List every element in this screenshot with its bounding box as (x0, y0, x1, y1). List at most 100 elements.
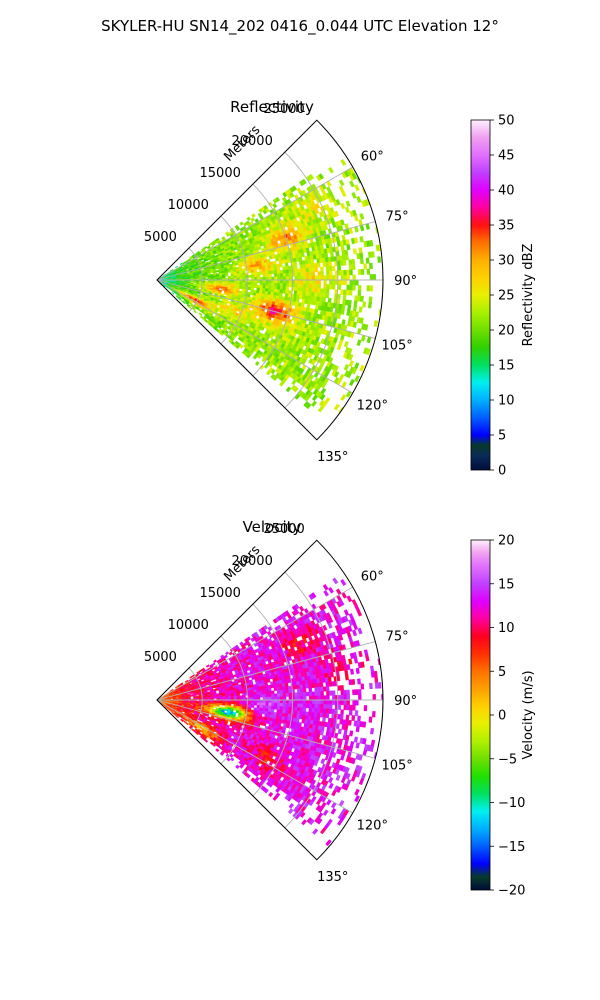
radar-gate (343, 289, 347, 296)
radar-gate (317, 686, 321, 692)
radar-gate (317, 279, 322, 285)
radar-gate (346, 244, 351, 251)
radar-gate (276, 709, 281, 714)
radar-gate (311, 707, 316, 713)
radar-gate (337, 265, 342, 271)
radar-gate (256, 691, 261, 695)
radar-gate (274, 276, 278, 281)
radar-gate (184, 282, 188, 285)
radar-gate (213, 705, 217, 709)
radar-gate (259, 268, 263, 273)
radar-gate (324, 252, 329, 259)
radar-gate (346, 631, 352, 639)
radar-gate (288, 685, 292, 690)
azimuth-tick-label: 120° (357, 398, 388, 413)
radar-gate (360, 683, 365, 690)
radar-gate (225, 696, 229, 699)
radar-gate (253, 284, 258, 289)
radar-gate (222, 276, 226, 279)
radar-gate (325, 708, 330, 714)
radar-gate (288, 710, 292, 715)
radar-gate (363, 324, 369, 331)
radar-gate (256, 274, 261, 278)
radar-gate (351, 679, 356, 685)
radar-gate (346, 269, 350, 276)
radar-gate (262, 288, 266, 292)
radar-gate (248, 274, 252, 278)
radar-gate (317, 691, 321, 696)
radar-gate (316, 716, 321, 722)
radar-gate (233, 707, 237, 711)
radar-gate (250, 704, 255, 708)
radar-gate (295, 718, 300, 723)
radar-gate (373, 670, 378, 678)
radar-gate (348, 709, 353, 716)
radar-gate (314, 695, 319, 701)
radar-gate (343, 729, 348, 736)
radar-gate (306, 699, 310, 705)
radar-gate (288, 689, 292, 694)
radar-gate (369, 239, 374, 247)
radar-gate (285, 386, 292, 393)
radar-gate (175, 276, 180, 279)
radar-gate (285, 279, 290, 284)
radar-gate (317, 704, 321, 709)
radar-gate (250, 689, 255, 693)
radar-gate (336, 293, 341, 300)
radar-gate (320, 266, 324, 272)
radar-gate (357, 678, 361, 685)
radar-gate (320, 691, 324, 696)
radar-gate (346, 694, 350, 701)
radar-gate (233, 273, 238, 277)
radar-gate (305, 703, 310, 709)
radar-gate (300, 275, 304, 281)
radar-gate (358, 247, 363, 254)
radar-gate (337, 699, 342, 706)
colorbar-tick-label: 25 (498, 289, 515, 304)
radar-gate (265, 273, 269, 278)
radar-gate (271, 690, 275, 695)
radar-gate (308, 703, 313, 709)
radar-gate (308, 699, 313, 705)
radar-gate (353, 657, 359, 664)
radar-gate (343, 689, 347, 696)
radar-gate (311, 691, 316, 697)
radar-gate (254, 360, 260, 367)
radar-gate (280, 699, 284, 704)
radar-gate (347, 304, 352, 311)
radar-gate (340, 690, 345, 696)
radar-gate (365, 257, 370, 264)
radar-gate (298, 256, 303, 262)
radar-gate (271, 696, 275, 701)
radar-gate (351, 191, 357, 199)
radar-gate (310, 259, 315, 265)
radar-gate (305, 267, 310, 273)
radar-gate (276, 289, 281, 294)
radar-gate (320, 271, 324, 276)
radar-gate (332, 699, 336, 705)
radar-gate (224, 274, 229, 277)
radar-gate (239, 690, 243, 694)
radar-gate (339, 714, 344, 720)
colorbar-tick-label: 50 (498, 114, 515, 129)
radar-gate (355, 689, 359, 696)
radar-gate (253, 271, 258, 276)
radar-gate (352, 248, 357, 255)
radar-gate (355, 726, 360, 733)
radar-gate (345, 714, 350, 721)
radar-gate (230, 275, 235, 279)
radar-gate (346, 689, 350, 696)
colorbar-tick-label: 30 (498, 254, 515, 269)
radar-gate (251, 282, 255, 286)
colorbar-tick-label: 35 (498, 219, 515, 234)
radar-gate (369, 262, 373, 270)
radar-gate (300, 699, 304, 705)
radar-gate (358, 650, 363, 658)
radar-gate (305, 247, 310, 253)
radar-gate (314, 288, 318, 293)
radar-gate (336, 344, 342, 351)
radar-gate (314, 708, 318, 713)
azimuth-tick-label: 105° (381, 338, 412, 353)
radar-gate (323, 284, 327, 290)
radar-gate (265, 691, 269, 695)
